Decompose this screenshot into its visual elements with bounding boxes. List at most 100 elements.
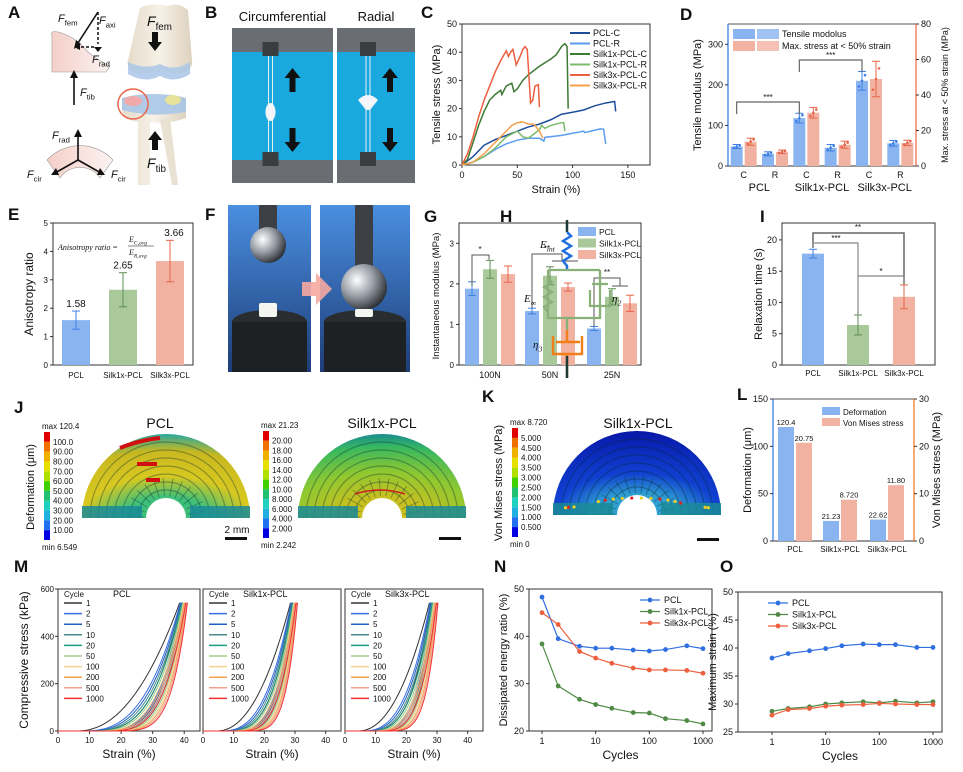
scaffold-body (298, 434, 466, 518)
legend-label: 500 (86, 684, 100, 693)
indenter-rod (259, 205, 277, 233)
scaffold-ring (89, 441, 243, 519)
data-point (877, 67, 881, 70)
data-point (812, 111, 815, 115)
bar (838, 144, 851, 166)
bar (762, 153, 774, 166)
scaffold-strut (607, 486, 622, 501)
map-title: Silk1x-PCL (603, 415, 672, 431)
data-point (769, 712, 775, 718)
data-point (700, 670, 706, 676)
force-label: Frad (92, 54, 110, 68)
stress-hotspot (596, 499, 600, 504)
value-label: 11.80 (887, 476, 905, 485)
subscript: 3 (537, 344, 542, 353)
value-label: 20.75 (795, 434, 814, 443)
series-line-Silk1x-PCL (771, 700, 934, 712)
y-tick-label: 10 (767, 297, 777, 307)
value-label: 21.23 (822, 512, 841, 521)
scaffold-strut (385, 478, 390, 497)
scaffold-ring (576, 454, 698, 516)
group-label: Silk3x-PCL (857, 182, 911, 194)
stress-hotspot (630, 496, 634, 500)
legend-label: Silk1x-PCL-C (593, 49, 648, 59)
x-axis-label: Strain (%) (245, 747, 298, 761)
data-point (801, 113, 804, 117)
scaffold-strut (399, 492, 414, 505)
plot-frame (202, 588, 342, 732)
legend-marker (775, 623, 781, 629)
scaffold-strut (136, 489, 151, 504)
data-point (555, 636, 561, 642)
subscript: tib (156, 164, 167, 175)
clamp (262, 42, 279, 56)
scaffold-strut (654, 489, 669, 502)
symbol: F (99, 15, 107, 27)
panel-label-C: C (421, 3, 433, 22)
y-tick-label: 200 (708, 80, 723, 90)
base (324, 322, 406, 372)
data-point (826, 148, 829, 151)
stress-hotspot (666, 498, 670, 502)
colorbar-bin (263, 528, 269, 538)
x-tick-label: PCL (68, 371, 84, 380)
colorbar-tick-label: 1.000 (521, 513, 542, 522)
data-point (684, 668, 690, 673)
data-point (795, 119, 798, 123)
subscript: fem (156, 22, 172, 33)
legend-swatch (733, 29, 755, 39)
scaffold-strut (369, 479, 376, 498)
y-tick-label: 100 (708, 120, 723, 130)
colorbar-bin (512, 477, 518, 488)
panel-label-E: E (8, 205, 19, 224)
data-point (839, 643, 845, 649)
specimen (355, 309, 373, 317)
panel-J-fea: Deformation (μm) max 120.4 min 6.549 100.09… (25, 415, 466, 552)
scaffold-strut (162, 478, 165, 497)
bar (807, 112, 820, 166)
x-tick-label: 0 (56, 736, 61, 745)
data-point (840, 145, 843, 149)
scale-bar-label: 2 mm (225, 525, 250, 536)
colorbar-tick-label: 100.0 (53, 438, 74, 447)
colorbar-bin (263, 518, 269, 529)
colorbar-bin (512, 527, 518, 537)
photo-title-circumferential: Circumferential (239, 9, 327, 24)
data-point (630, 710, 636, 715)
data-point (700, 721, 706, 727)
x-tick-label: R (897, 170, 904, 180)
scaffold-strut (169, 478, 174, 497)
subscript: C,avg (134, 240, 147, 246)
x-axis-label: Strain (%) (102, 747, 155, 761)
scaffold-ring (97, 449, 235, 519)
y-tick-label: 30 (447, 75, 457, 85)
map-title: PCL (146, 415, 173, 431)
series-line-Silk1x-PCL (541, 643, 704, 725)
x-tick-label: 40 (321, 736, 330, 745)
colorbar-tick-label: 1.500 (521, 503, 542, 512)
x-tick-label: PCL (787, 545, 803, 554)
colorbar-bin (512, 487, 518, 498)
series-line-PCL (541, 596, 704, 652)
y-tick-label: 20 (921, 126, 931, 136)
panel-C-chart: 0 10 20 30 40 50 0 50 100 150 Strain (%) Tensile st… (431, 19, 651, 196)
bar (483, 269, 497, 365)
scaffold-strut (390, 481, 399, 499)
symbol: η (533, 339, 538, 351)
scaffold-body (553, 431, 721, 515)
y-axis-label: Deformation (μm) (742, 427, 754, 513)
colorbar-bin (512, 467, 518, 478)
y-tick-label: 40 (723, 643, 733, 653)
map-title: Silk1x-PCL (347, 415, 416, 431)
colorbar-bin (263, 440, 269, 451)
force-label: Ftib (80, 87, 95, 101)
scaffold-strut (185, 501, 203, 510)
significance-label: ** (544, 244, 550, 253)
y-tick-label: 60 (921, 55, 931, 65)
y-tick-label: 0 (452, 160, 457, 170)
y-tick-label: 200 (41, 680, 55, 689)
label-E-inf: E∞ (523, 293, 537, 307)
data-point (893, 701, 898, 707)
data-point (735, 145, 738, 148)
